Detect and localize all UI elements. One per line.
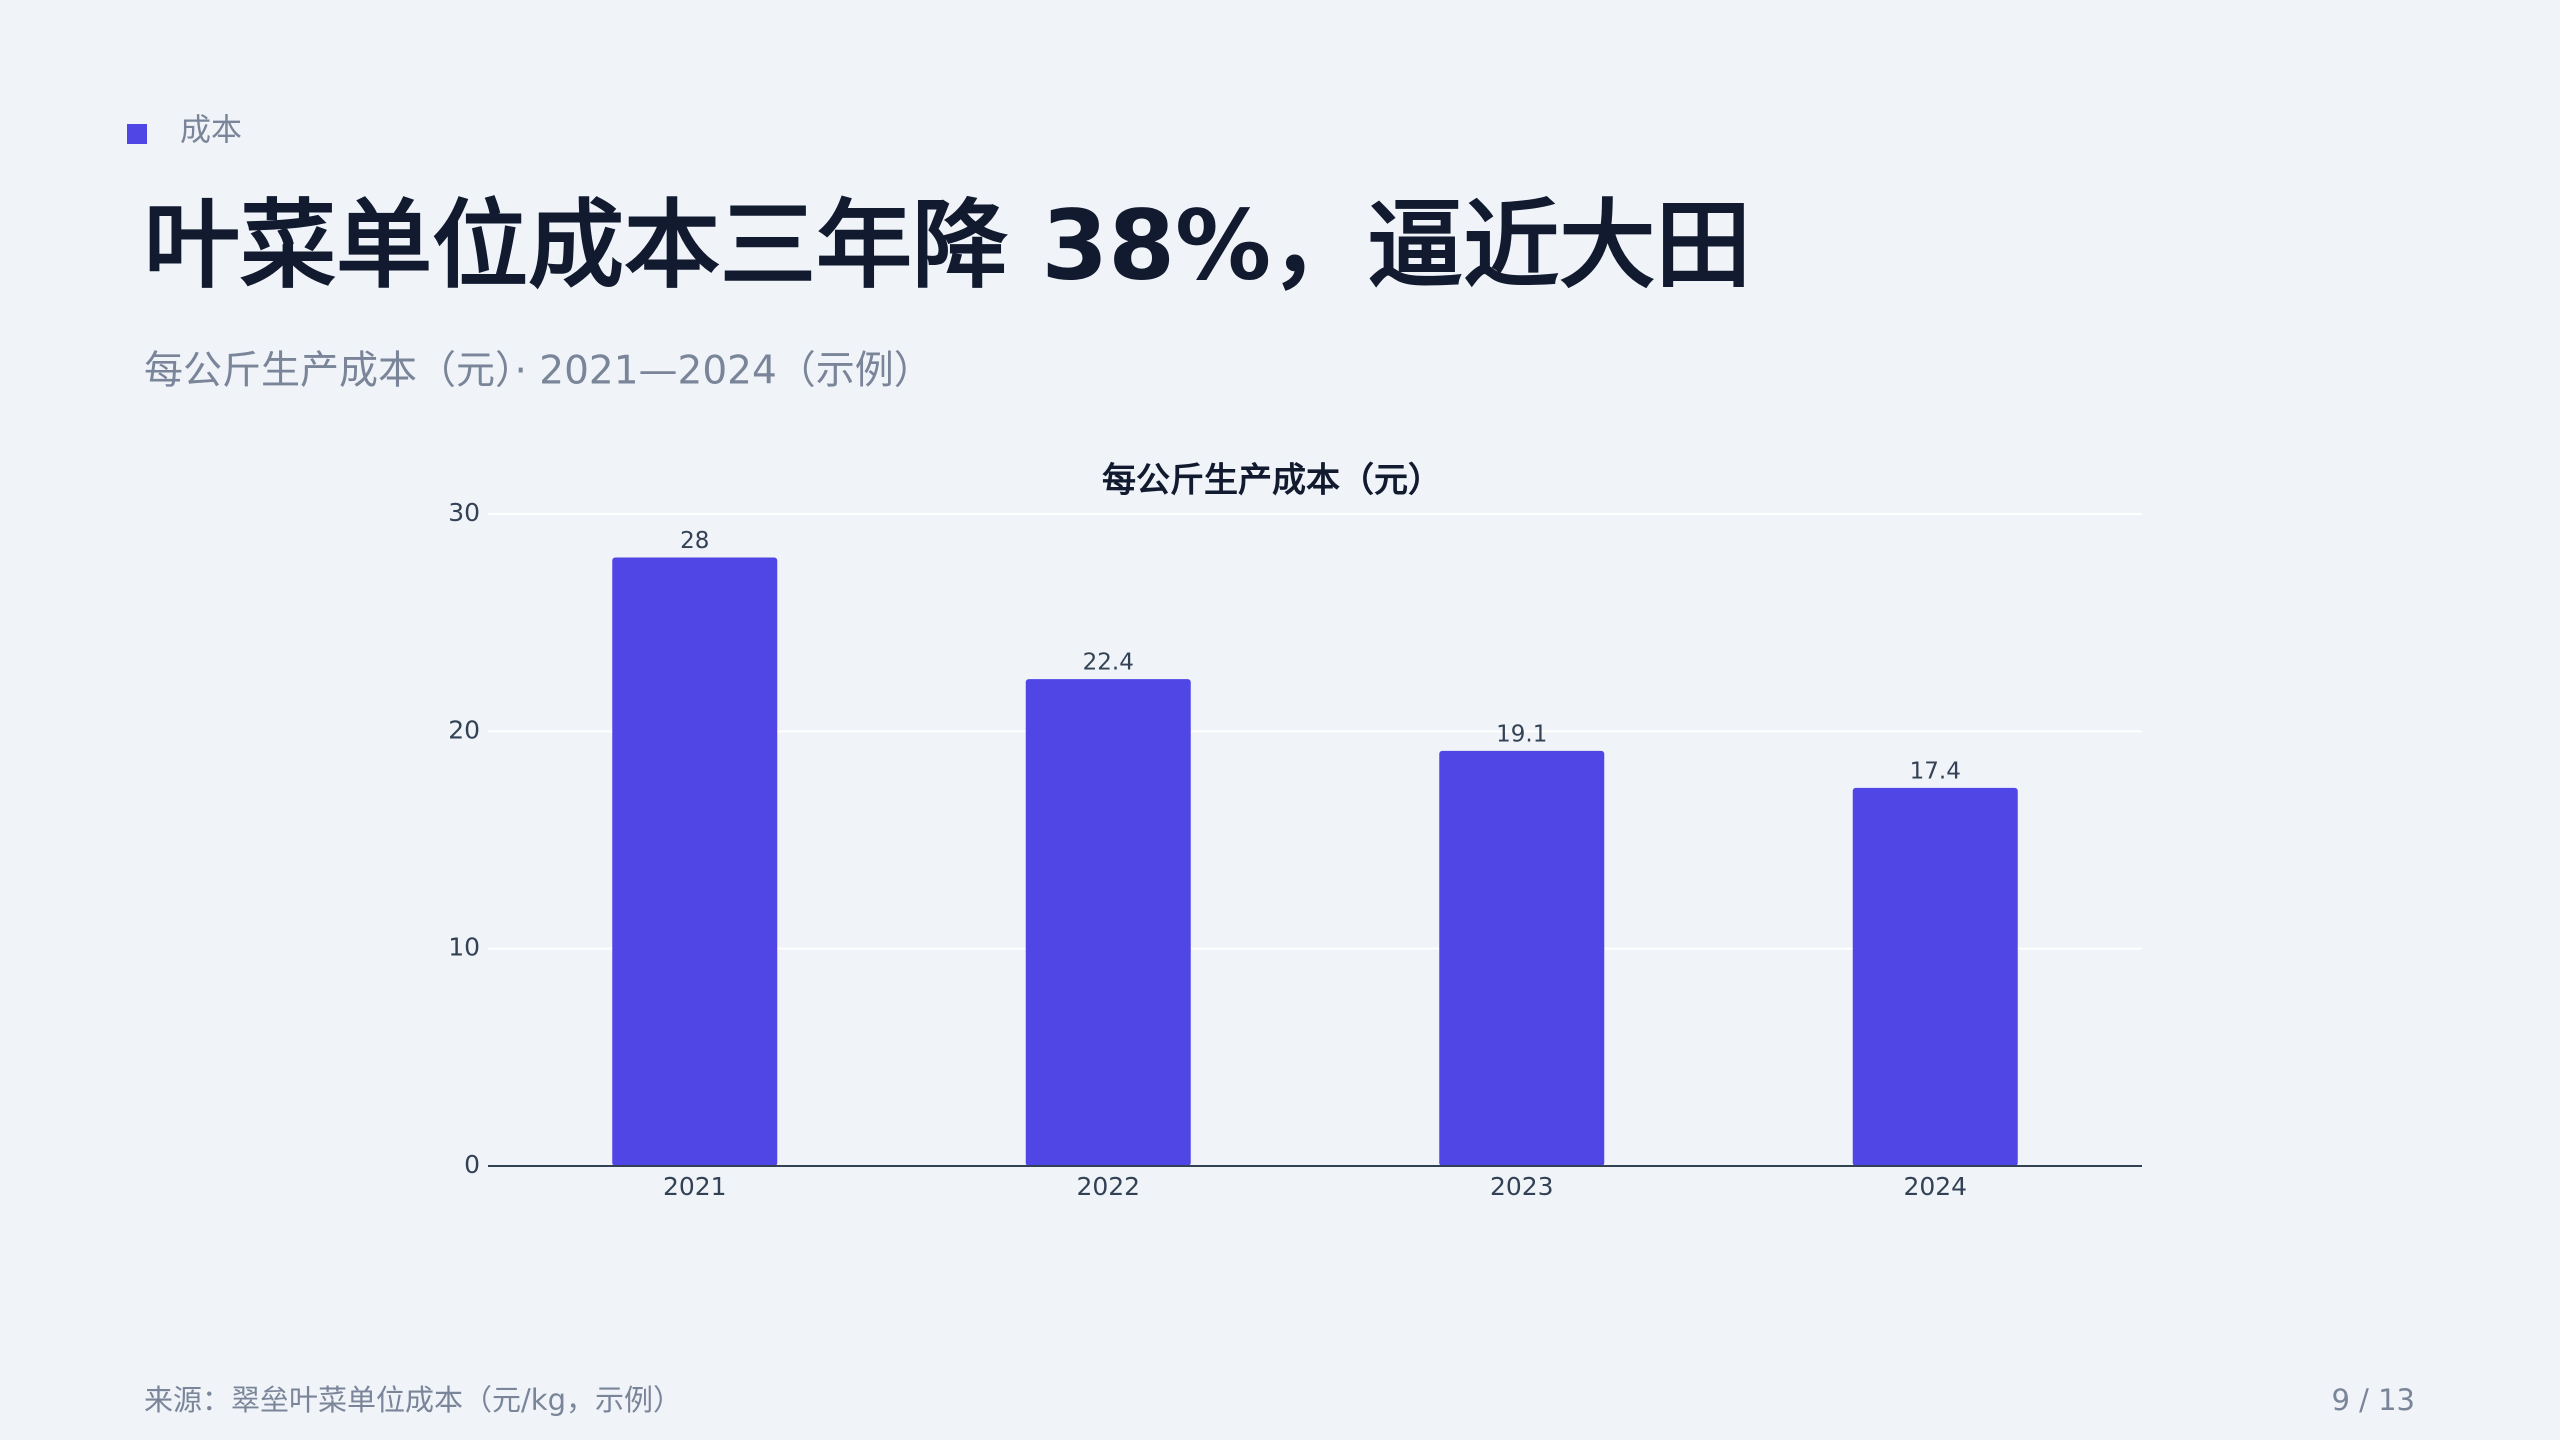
bar — [612, 557, 778, 1166]
page-number: 9 / 13 — [2331, 1383, 2415, 1417]
source-note: 来源：翠垒叶菜单位成本（元/kg，示例） — [144, 1383, 682, 1417]
section-marker — [127, 124, 147, 144]
y-tick-label: 10 — [448, 933, 480, 962]
chart-title: 每公斤生产成本（元） — [1102, 461, 1442, 501]
slide-title: 叶菜单位成本三年降 38%，逼近大田 — [144, 189, 1751, 301]
y-tick-label: 30 — [448, 498, 480, 527]
slide-subtitle: 每公斤生产成本（元）· 2021—2024（示例） — [144, 349, 933, 394]
value-label: 22.4 — [1083, 650, 1134, 676]
bar — [1852, 787, 2018, 1166]
value-label: 28 — [680, 528, 709, 554]
x-tick-label: 2022 — [1076, 1172, 1140, 1201]
value-label: 17.4 — [1910, 758, 1961, 784]
x-tick-label: 2023 — [1490, 1172, 1554, 1201]
x-tick-label: 2024 — [1903, 1172, 1967, 1201]
y-tick-label: 0 — [464, 1150, 480, 1179]
section-label: 成本 — [180, 113, 242, 149]
y-tick-label: 20 — [448, 715, 480, 744]
bar — [1025, 679, 1191, 1166]
bar — [1439, 750, 1605, 1166]
value-label: 19.1 — [1496, 721, 1547, 747]
x-tick-label: 2021 — [663, 1172, 727, 1201]
